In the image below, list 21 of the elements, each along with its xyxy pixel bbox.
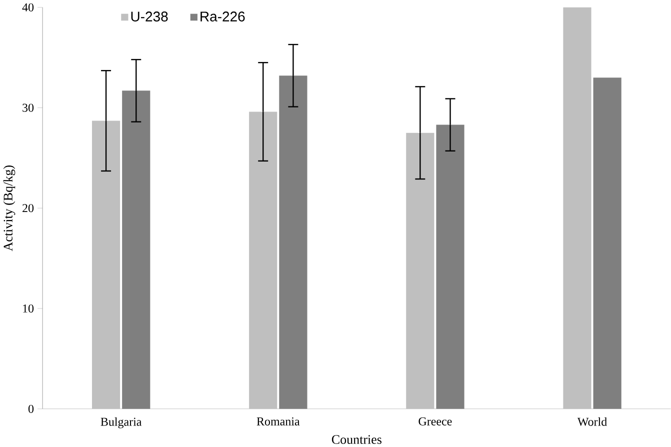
y-tick-label: 20 [22, 204, 34, 212]
x-tick-label: Romania [256, 417, 300, 426]
bar [563, 7, 592, 409]
bar [249, 112, 278, 409]
x-tick-label: Bulgaria [100, 417, 142, 428]
x-tick-label: Greece [418, 417, 452, 426]
bar [122, 90, 150, 409]
y-tick-label: 40 [22, 3, 34, 12]
y-tick-label: 30 [22, 104, 34, 112]
legend-label: Ra-226 [200, 11, 245, 22]
x-tick-label: World [577, 417, 607, 426]
bar [92, 120, 120, 409]
bar [279, 76, 308, 409]
bar [436, 124, 464, 409]
legend-label: U-238 [131, 11, 168, 22]
bar [406, 132, 434, 409]
x-axis-title: Countries [332, 435, 382, 444]
y-axis-title: Activity (Bq/kg) [3, 165, 16, 252]
bar [593, 78, 622, 409]
y-tick-label: 0 [28, 404, 34, 413]
y-tick-label: 10 [23, 304, 34, 312]
